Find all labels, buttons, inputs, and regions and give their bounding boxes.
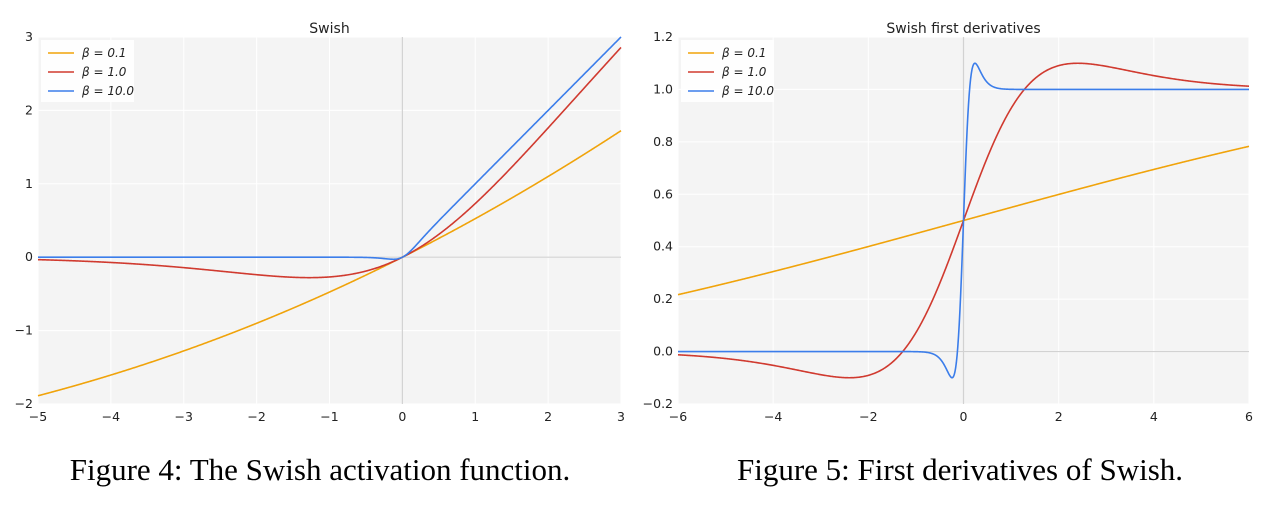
x-tick-label: −2 — [859, 409, 877, 424]
x-tick-label: −4 — [764, 409, 782, 424]
x-tick-label: 2 — [1055, 409, 1063, 424]
series-line-2 — [38, 36, 622, 261]
series-line-2 — [678, 62, 1249, 379]
y-tick-label: 0.4 — [653, 239, 673, 254]
legend: β = 0.1 β = 1.0 β = 10.0 — [41, 40, 134, 102]
x-tick-label: 4 — [1150, 409, 1158, 424]
x-tick-label: 6 — [1245, 409, 1253, 424]
chart-title: Swish first derivatives — [886, 21, 1040, 37]
y-tick-label: 1.0 — [653, 81, 673, 96]
y-tick-label: 0.8 — [653, 134, 673, 149]
y-tick-label: 0.0 — [653, 344, 673, 359]
x-tick-label: 2 — [544, 409, 552, 424]
y-tick-label: 0 — [25, 249, 33, 264]
legend-label-1: β = 1.0 — [721, 65, 767, 79]
figure-caption-left: Figure 4: The Swish activation function. — [69, 452, 571, 487]
legend-label-0: β = 0.1 — [721, 46, 766, 60]
y-tick-label: 1 — [25, 176, 33, 191]
legend-label-1: β = 1.0 — [81, 65, 127, 79]
y-tick-label: −0.2 — [643, 396, 673, 411]
swish-chart: Swish −5 −4 −3 −2 −1 0 1 2 3 −2 −1 0 1 2 3 β = 0.1 β = 1.… — [15, 21, 625, 424]
series-line-1 — [37, 46, 622, 279]
y-tick-label: 3 — [25, 29, 33, 44]
y-tick-label: 2 — [25, 102, 33, 117]
x-tick-label: 3 — [617, 409, 625, 424]
y-tick-label: −2 — [15, 396, 33, 411]
legend-label-2: β = 10.0 — [81, 84, 134, 98]
x-tick-label: −3 — [175, 409, 193, 424]
legend: β = 0.1 β = 1.0 β = 10.0 — [681, 40, 774, 102]
x-tick-label: 1 — [471, 409, 479, 424]
y-tick-label: 0.2 — [653, 291, 673, 306]
chart-title: Swish — [309, 21, 349, 37]
legend-label-2: β = 10.0 — [721, 84, 774, 98]
x-tick-label: −2 — [247, 409, 265, 424]
x-tick-label: −4 — [102, 409, 120, 424]
x-tick-label: 0 — [398, 409, 406, 424]
y-tick-label: 0.6 — [653, 186, 673, 201]
x-tick-label: −1 — [320, 409, 338, 424]
x-tick-label: −6 — [669, 409, 687, 424]
legend-label-0: β = 0.1 — [81, 46, 126, 60]
y-tick-label: 1.2 — [653, 29, 673, 44]
y-tick-label: −1 — [15, 323, 33, 338]
swish-derivative-chart: Swish first derivatives −6 −4 −2 0 2 4 6 −0.2 0.0… — [643, 21, 1253, 424]
x-tick-label: 0 — [960, 409, 968, 424]
x-tick-label: −5 — [29, 409, 47, 424]
series-line-0 — [37, 130, 622, 397]
figure-caption-right: Figure 5: First derivatives of Swish. — [736, 452, 1184, 487]
